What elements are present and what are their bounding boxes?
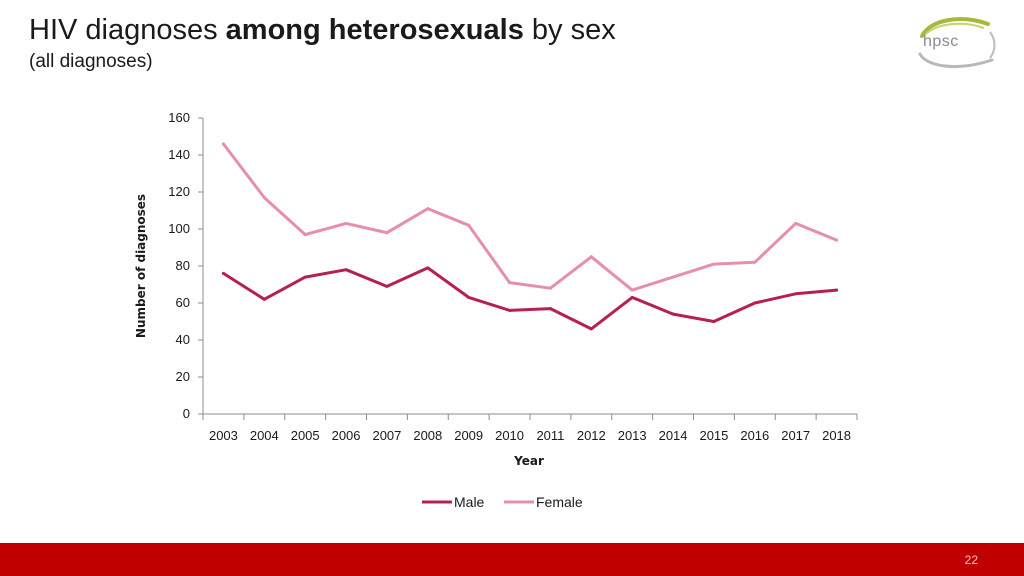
- y-tick-label: 160: [168, 110, 190, 125]
- data-point-male: [753, 301, 757, 305]
- data-point-female: [548, 286, 552, 290]
- x-tick-label: 2012: [577, 428, 606, 443]
- data-point-female: [753, 260, 757, 264]
- data-point-male: [426, 266, 430, 270]
- data-point-female: [467, 223, 471, 227]
- data-point-male: [344, 268, 348, 272]
- data-point-male: [794, 292, 798, 296]
- line-chart: 0 20 40 60 80 100 120 140 160 2003 2004 2005 2006 200…: [134, 110, 858, 510]
- data-point-male: [385, 284, 389, 288]
- x-tick-label: 2017: [781, 428, 810, 443]
- chart-axes: 0 20 40 60 80 100 120 140 160 2003 2004 2005 2006 200…: [168, 110, 858, 443]
- y-tick-label: 40: [176, 332, 190, 347]
- chart-legend: Male Female: [422, 494, 583, 510]
- x-axis-title: Year: [513, 454, 544, 468]
- y-tick-label: 20: [176, 369, 190, 384]
- data-point-female: [426, 207, 430, 211]
- series-line-female: [221, 142, 839, 292]
- data-point-female: [794, 221, 798, 225]
- title-bold-part: among heterosexuals: [225, 14, 524, 46]
- slide-title: HIV diagnoses among heterosexuals by sex: [29, 14, 616, 47]
- data-point-male: [262, 297, 266, 301]
- data-point-male: [630, 295, 634, 299]
- data-point-female: [671, 275, 675, 279]
- y-axis-title: Number of diagnoses: [134, 194, 148, 338]
- x-tick-label: 2014: [659, 428, 688, 443]
- y-tick-label: 100: [168, 221, 190, 236]
- y-tick-label: 60: [176, 295, 190, 310]
- y-tick-label: 0: [183, 406, 190, 421]
- data-point-male: [589, 327, 593, 331]
- data-point-male: [303, 275, 307, 279]
- x-tick-label: 2010: [495, 428, 524, 443]
- legend-label-female: Female: [536, 494, 583, 510]
- y-tick-label: 80: [176, 258, 190, 273]
- logo-text: hpsc: [923, 33, 959, 50]
- x-tick-label: 2016: [740, 428, 769, 443]
- title-part-3: by sex: [523, 14, 616, 46]
- data-point-female: [630, 288, 634, 292]
- series-line-male: [221, 266, 839, 331]
- data-point-male: [508, 308, 512, 312]
- x-tick-label: 2018: [822, 428, 851, 443]
- data-point-female: [221, 142, 225, 146]
- data-point-female: [262, 196, 266, 200]
- x-tick-label: 2004: [250, 428, 279, 443]
- data-point-female: [385, 231, 389, 235]
- data-point-male: [671, 312, 675, 316]
- hpsc-logo: [918, 17, 996, 69]
- y-tick-label: 140: [168, 147, 190, 162]
- data-point-female: [712, 262, 716, 266]
- y-tick-label: 120: [168, 184, 190, 199]
- data-point-female: [589, 255, 593, 259]
- data-point-male: [712, 320, 716, 323]
- x-tick-label: 2013: [618, 428, 647, 443]
- data-point-female: [344, 221, 348, 225]
- x-tick-label: 2011: [536, 428, 564, 443]
- x-tick-label: 2009: [454, 428, 483, 443]
- footer-bar: [0, 543, 1024, 576]
- data-point-male: [835, 288, 839, 292]
- chart-series: [221, 142, 839, 331]
- data-point-male: [467, 295, 471, 299]
- x-tick-label: 2007: [372, 428, 401, 443]
- page-number: 22: [964, 553, 978, 567]
- data-point-female: [303, 233, 307, 237]
- x-tick-label: 2006: [332, 428, 361, 443]
- x-tick-label: 2008: [413, 428, 442, 443]
- data-point-female: [835, 238, 839, 242]
- legend-label-male: Male: [454, 494, 485, 510]
- title-part-1: HIV diagnoses: [29, 14, 226, 46]
- x-tick-label: 2005: [291, 428, 320, 443]
- x-tick-label: 2003: [209, 428, 238, 443]
- slide-subtitle: (all diagnoses): [29, 51, 153, 72]
- data-point-female: [508, 281, 512, 285]
- data-point-male: [548, 307, 552, 311]
- x-tick-label: 2015: [699, 428, 728, 443]
- data-point-male: [221, 271, 225, 275]
